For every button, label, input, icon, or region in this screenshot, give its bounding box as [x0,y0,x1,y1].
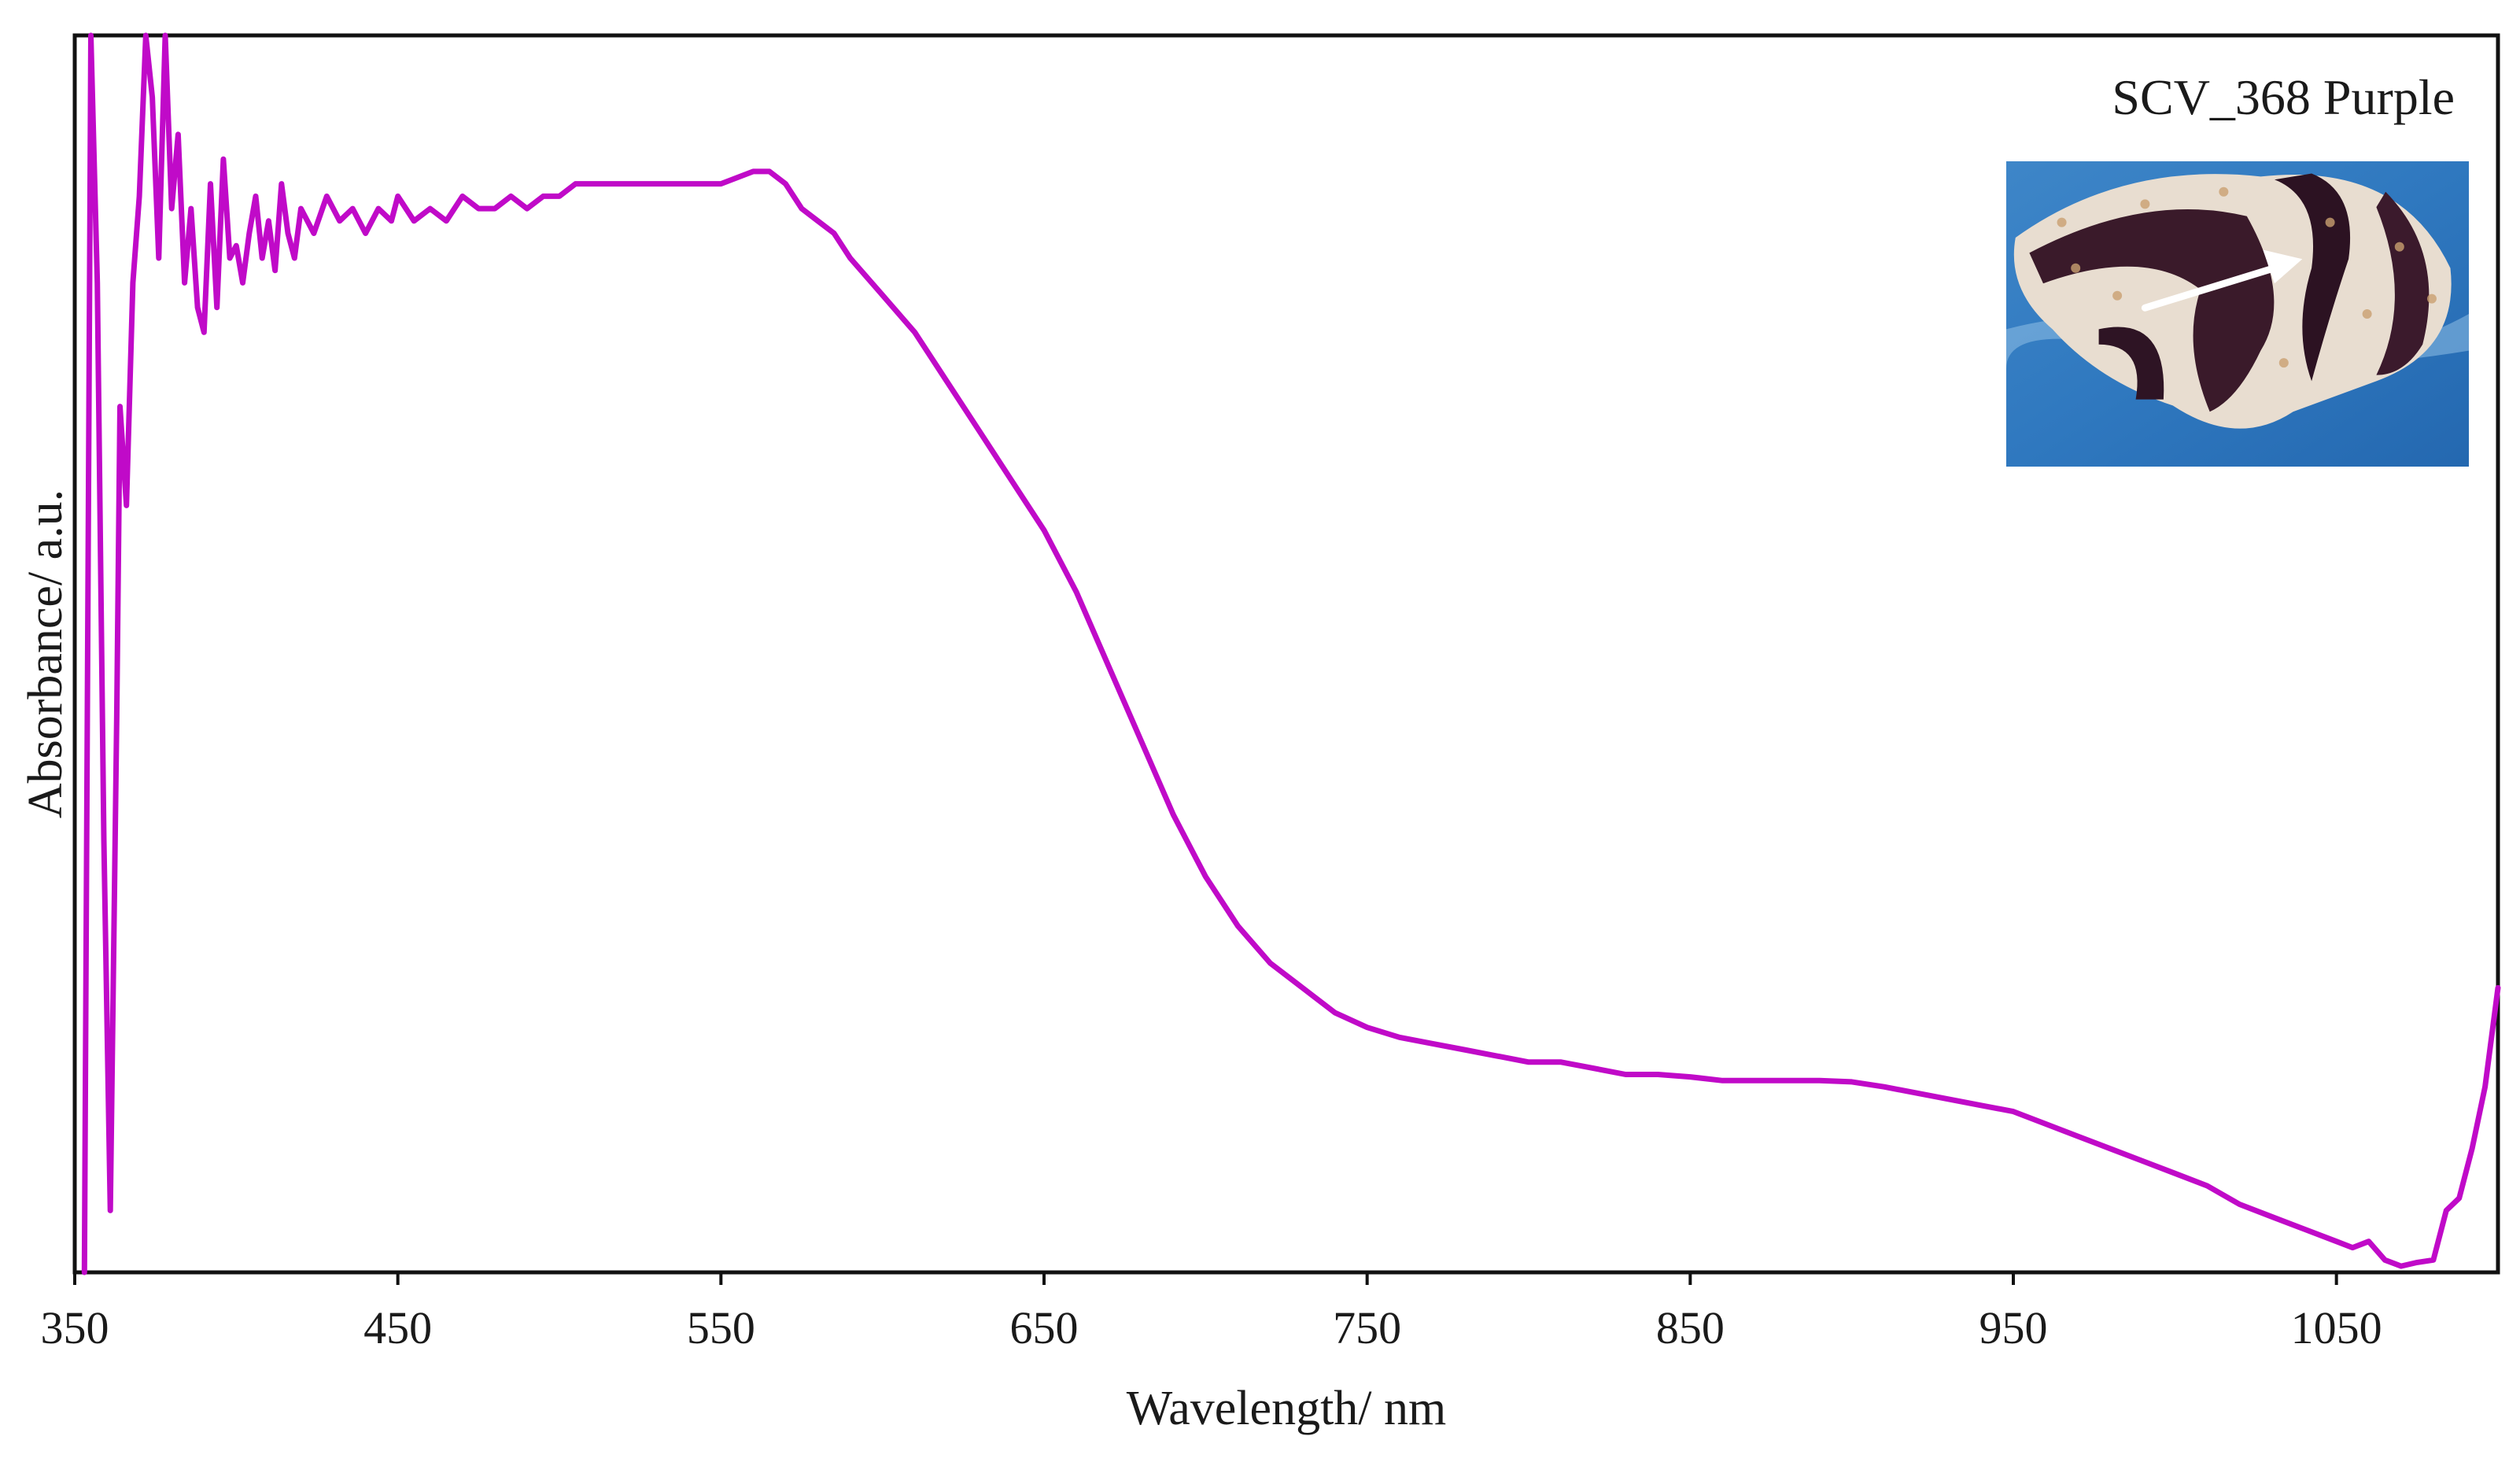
inset-speckle [2426,293,2437,304]
inset-speckle [2112,290,2123,301]
inset-speckle [2278,358,2289,368]
x-tick-label: 550 [687,1302,755,1353]
inset-photo [2006,161,2469,467]
x-tick-label: 350 [41,1302,109,1353]
y-axis-title: Absorbance/ a.u. [19,489,72,818]
plot-frame [72,33,2500,1275]
x-tick-label: 750 [1333,1302,1401,1353]
x-tick-label: 450 [363,1302,432,1353]
inset-speckle [2057,217,2067,227]
inset-purple-band-3 [2376,191,2430,375]
inset-speckle [2219,186,2229,197]
x-axis-title: Wavelength/ nm [1127,1382,1447,1435]
x-tick-label: 950 [1979,1302,2048,1353]
x-tick-label: 1050 [2291,1302,2382,1353]
plot-area [72,32,2501,1275]
series-line-absorbance [81,32,2501,1275]
sample-label: SCV_368 Purple [2112,69,2455,125]
inset-speckle [2362,309,2372,319]
inset-speckle [2071,263,2081,273]
x-tick-label: 650 [1010,1302,1079,1353]
inset-arrow-head [2263,249,2303,284]
inset-purple-band-4 [2098,327,2164,400]
inset-arrow-shaft [2141,261,2288,312]
inset-purple-band-1 [2029,209,2275,412]
x-tick-label: 850 [1656,1302,1725,1353]
inset-speckle [2140,199,2150,209]
inset-speckle [2325,217,2335,227]
inset-speckle [2394,242,2404,252]
x-axis-ticks: 350 450 550 650 750 850 950 1050 [41,1272,2382,1353]
